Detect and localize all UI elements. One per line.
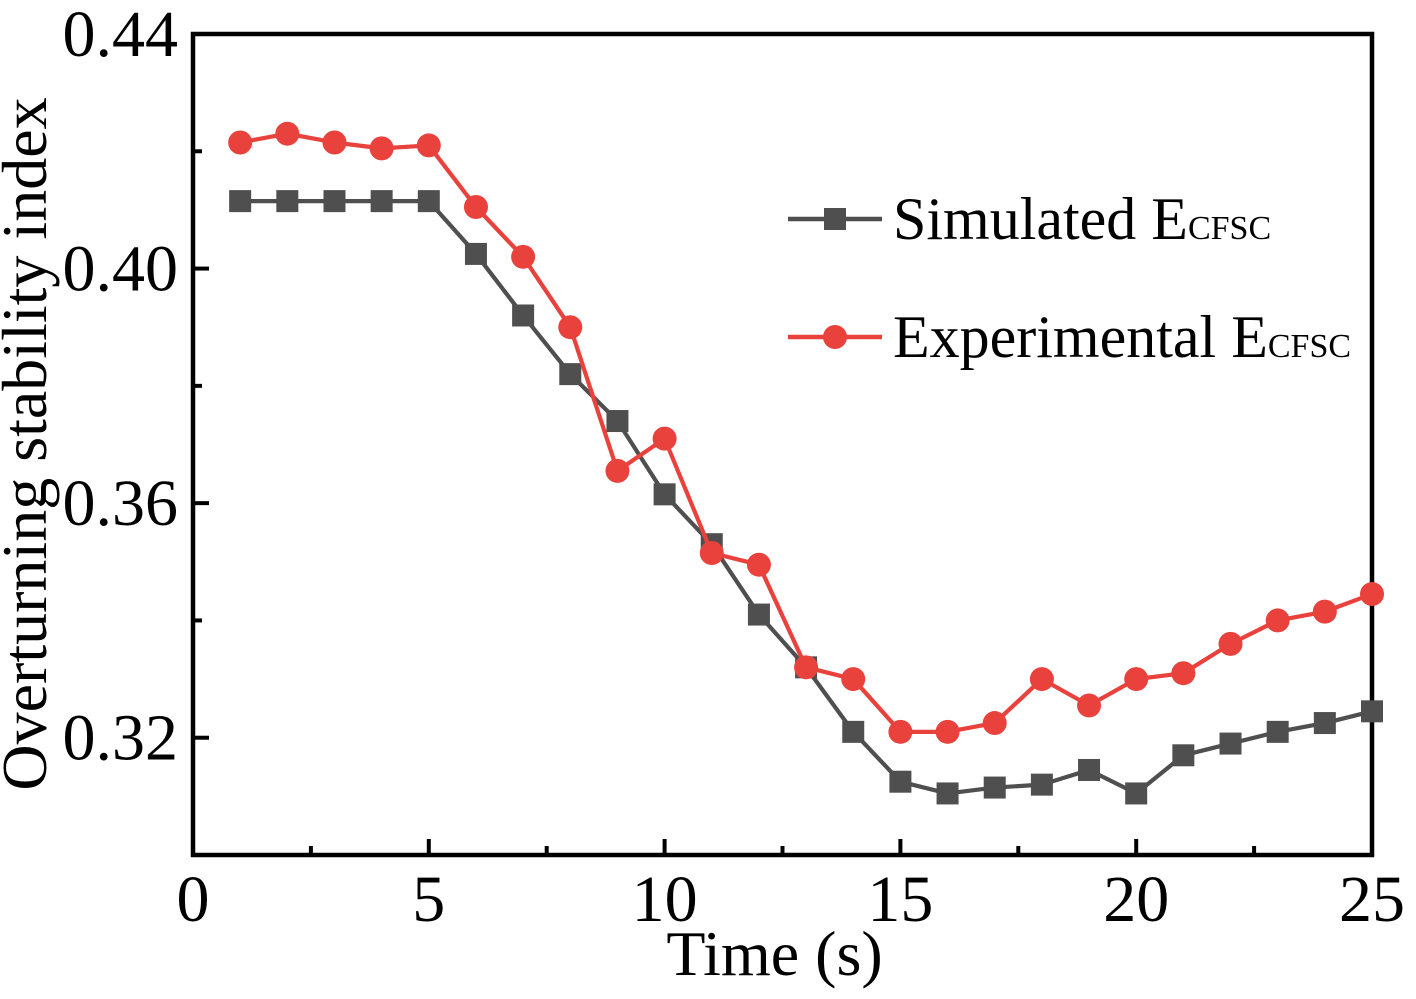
series-experimental [228, 121, 1384, 744]
x-tick-label-0: 0 [177, 863, 210, 936]
legend-label: Simulated ECFSC [893, 186, 1271, 252]
marker-circle [794, 655, 819, 680]
marker-square [1172, 744, 1195, 767]
plot-frame [190, 31, 1375, 858]
y-tick-label-0.44: 0.44 [63, 0, 179, 71]
legend-item-experimental: Experimental ECFSC [788, 304, 1351, 370]
marker-circle [416, 133, 441, 158]
marker-square [653, 483, 676, 506]
marker-circle [605, 458, 630, 483]
marker-square [747, 603, 770, 626]
legend-label-text: Simulated E [893, 186, 1188, 252]
marker-square [1030, 773, 1053, 796]
marker-square [464, 242, 487, 265]
x-tick-label-10: 10 [632, 863, 698, 936]
x-tick-label-20: 20 [1103, 863, 1169, 936]
legend-label: Experimental ECFSC [893, 304, 1351, 370]
x-tick-label-25: 25 [1339, 863, 1405, 936]
series-line [238, 199, 1375, 796]
marker-circle [511, 244, 536, 269]
marker-circle [652, 426, 677, 451]
legend-label-subscript: CFSC [1268, 328, 1351, 365]
legend-label-text: Experimental E [893, 304, 1268, 370]
marker-circle [1360, 582, 1384, 607]
marker-circle [369, 136, 394, 161]
marker-circle [982, 711, 1007, 736]
marker-square [559, 363, 582, 386]
marker-square [1078, 758, 1101, 781]
marker-circle [1265, 608, 1290, 633]
marker-circle [228, 130, 253, 155]
series-simulated [229, 190, 1383, 805]
marker-square [606, 410, 629, 433]
legend-item-simulated: Simulated ECFSC [788, 186, 1271, 252]
marker-square [417, 190, 440, 213]
marker-square [936, 782, 959, 805]
marker-square [512, 304, 535, 327]
marker-circle [322, 130, 347, 155]
x-tick-label-15: 15 [867, 863, 933, 936]
marker-square [1361, 700, 1383, 723]
marker-circle [1077, 693, 1102, 718]
marker-square [1266, 720, 1289, 743]
marker-circle [1312, 599, 1337, 624]
marker-circle [888, 719, 913, 744]
marker-circle [275, 121, 300, 146]
marker-circle [1171, 661, 1196, 686]
marker-square [983, 776, 1006, 799]
x-tick-label-5: 5 [412, 863, 445, 936]
marker-circle [841, 667, 866, 692]
marker-circle [1029, 667, 1054, 692]
marker-square [370, 190, 393, 213]
marker-square [1219, 732, 1242, 755]
marker-circle [463, 194, 488, 219]
marker-square [323, 190, 346, 213]
x-axis-title: Time (s) [666, 918, 882, 989]
marker-circle [1124, 667, 1149, 692]
marker-square [889, 770, 912, 793]
marker-circle [558, 315, 583, 340]
marker-circle [935, 719, 960, 744]
marker-square [842, 720, 865, 743]
legend-label-subscript: CFSC [1188, 210, 1271, 247]
marker-circle [699, 540, 724, 565]
x-axis: 0 5 10 15 20 25 Time (s) [177, 839, 1405, 989]
y-axis-title: Overturning stability index [0, 97, 60, 790]
marker-square [276, 190, 299, 213]
marker-square [1313, 712, 1336, 735]
y-tick-label-0.4: 0.40 [63, 233, 179, 306]
y-tick-label-0.36: 0.36 [63, 467, 179, 540]
marker-circle [1218, 631, 1243, 656]
marker-circle [823, 325, 847, 349]
y-tick-label-0.32: 0.32 [63, 702, 179, 775]
marker-square [1125, 782, 1148, 805]
marker-square [824, 208, 846, 230]
marker-circle [746, 552, 771, 577]
marker-square [229, 190, 252, 213]
